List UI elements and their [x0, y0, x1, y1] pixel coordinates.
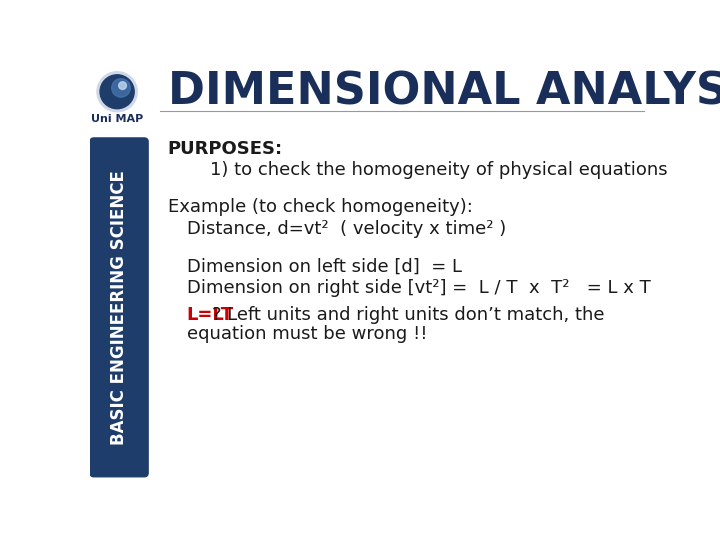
Text: BASIC ENGINEERING SCIENCE: BASIC ENGINEERING SCIENCE — [110, 170, 128, 445]
Text: DIMENSIONAL ANALYSIS: DIMENSIONAL ANALYSIS — [168, 70, 720, 113]
Text: 1) to check the homogeneity of physical equations: 1) to check the homogeneity of physical … — [210, 161, 667, 179]
Text: L=LT: L=LT — [187, 306, 234, 324]
Text: Example (to check homogeneity):: Example (to check homogeneity): — [168, 198, 472, 216]
Text: equation must be wrong !!: equation must be wrong !! — [187, 325, 428, 343]
Text: ? Left units and right units don’t match, the: ? Left units and right units don’t match… — [212, 306, 605, 324]
Text: Distance, d=vt²  ( velocity x time² ): Distance, d=vt² ( velocity x time² ) — [187, 220, 506, 238]
FancyBboxPatch shape — [90, 138, 148, 477]
Circle shape — [119, 82, 127, 90]
Circle shape — [97, 72, 138, 112]
Text: Dimension on right side [vt²] =  L / T  x  T²   = L x T: Dimension on right side [vt²] = L / T x … — [187, 279, 651, 297]
Text: PURPOSES:: PURPOSES: — [168, 140, 283, 159]
Text: Uni MAP: Uni MAP — [91, 114, 143, 124]
Circle shape — [100, 75, 134, 109]
Circle shape — [112, 79, 130, 97]
Text: Dimension on left side [d]  = L: Dimension on left side [d] = L — [187, 258, 462, 275]
